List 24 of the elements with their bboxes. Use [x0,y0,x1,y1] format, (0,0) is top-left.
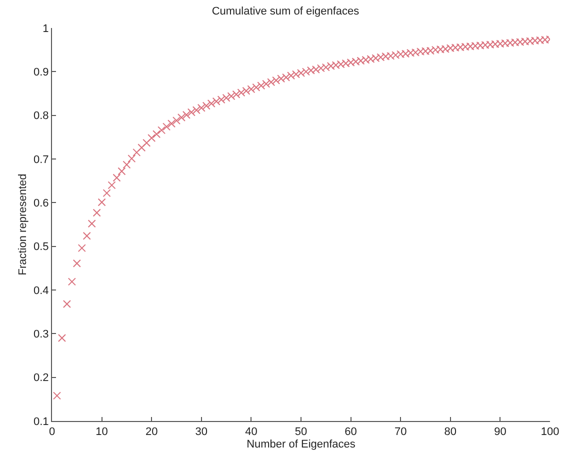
y-tick-label: 0.8 [34,110,49,122]
x-tick-label: 40 [245,426,258,438]
y-tick-label: 0.3 [34,328,49,341]
y-tick-label: 0.5 [34,241,49,254]
x-tick-label: 60 [344,426,357,438]
x-tick-label: 0 [48,426,56,438]
chart-title: Cumulative sum of eigenfaces [212,6,360,18]
y-tick-label: 0.7 [34,154,49,166]
y-tick-label: 0.4 [34,284,49,297]
y-axis-title: Fraction represented [17,174,30,276]
x-tick-label: 10 [96,426,108,438]
x-tick-label: 90 [494,426,506,438]
y-tick-label: 0.1 [34,416,49,428]
x-tick-label: 100 [540,426,560,438]
x-axis-title: Number of Eigenfaces [246,438,356,450]
y-tick-label: 0.2 [34,372,49,384]
x-tick-label: 80 [444,426,457,438]
x-tick-label: 50 [294,426,308,438]
y-tick-label: 0.9 [34,66,49,79]
x-tick-label: 30 [195,426,208,438]
x-tick-label: 70 [394,426,407,438]
y-tick-label: 0.6 [34,198,49,210]
x-tick-label: 20 [145,426,158,438]
y-tick-label: 1 [42,22,49,35]
